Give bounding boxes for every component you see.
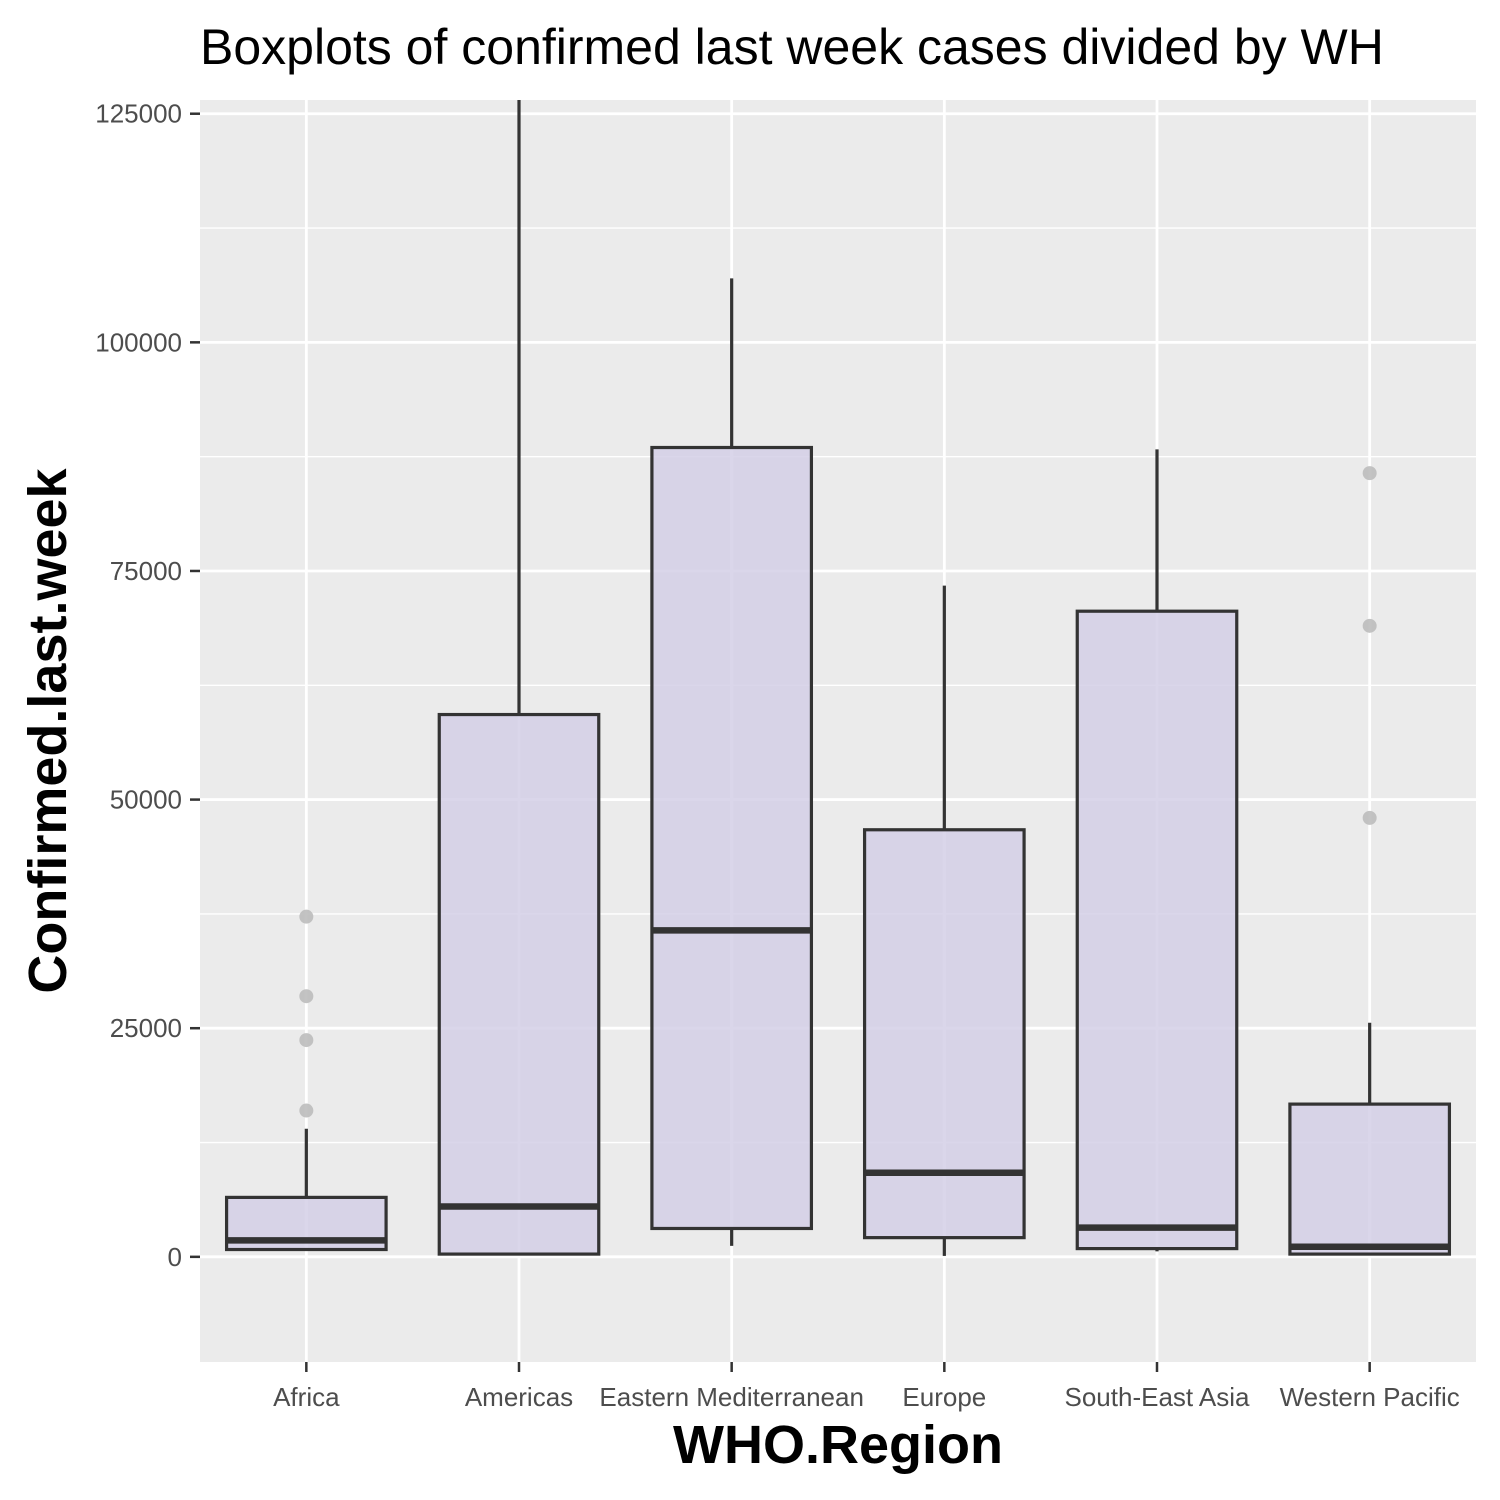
box-africa bbox=[224, 909, 388, 1252]
iqr-box bbox=[1075, 609, 1239, 1251]
box-europe bbox=[862, 585, 1026, 1256]
iqr-box bbox=[650, 445, 814, 1231]
box-south-east-asia bbox=[1075, 449, 1239, 1252]
y-axis: 0 25000 50000 75000 100000 125000 bbox=[95, 99, 200, 1272]
iqr-box bbox=[862, 828, 1026, 1240]
chart-title: Boxplots of confirmed last week cases di… bbox=[200, 19, 1384, 75]
x-tick-label: Western Pacific bbox=[1280, 1382, 1460, 1412]
outlier-point bbox=[299, 909, 314, 924]
x-axis-title: WHO.Region bbox=[673, 1415, 1003, 1475]
x-tick-label: Eastern Mediterranean bbox=[599, 1382, 863, 1412]
x-tick-label: Americas bbox=[465, 1382, 573, 1412]
x-tick-label: South-East Asia bbox=[1065, 1382, 1251, 1412]
iqr-box bbox=[437, 712, 601, 1256]
y-tick-label: 125000 bbox=[95, 99, 182, 129]
outlier-point bbox=[299, 1033, 314, 1048]
y-tick-label: 0 bbox=[168, 1242, 182, 1272]
outlier-point bbox=[1362, 810, 1377, 825]
plot-panel bbox=[200, 100, 1476, 1362]
boxes bbox=[224, 100, 1452, 1256]
y-tick-label: 75000 bbox=[110, 556, 182, 586]
outlier-point bbox=[1362, 618, 1377, 633]
box-western-pacific bbox=[1288, 466, 1452, 1256]
outlier-point bbox=[299, 1103, 314, 1118]
x-tick-label: Europe bbox=[902, 1382, 986, 1412]
y-tick-label: 100000 bbox=[95, 327, 182, 357]
y-tick-label: 25000 bbox=[110, 1013, 182, 1043]
x-tick-label: Africa bbox=[273, 1382, 340, 1412]
iqr-box bbox=[1288, 1102, 1452, 1256]
y-axis-title: Confirmed.last.week bbox=[18, 467, 78, 993]
box-eastern-mediterranean bbox=[650, 278, 814, 1246]
outlier-point bbox=[299, 989, 314, 1004]
outlier-point bbox=[1362, 466, 1377, 481]
y-tick-label: 50000 bbox=[110, 785, 182, 815]
box-americas bbox=[437, 100, 601, 1256]
x-axis: Africa Americas Eastern Mediterranean Europ… bbox=[273, 1362, 1460, 1412]
